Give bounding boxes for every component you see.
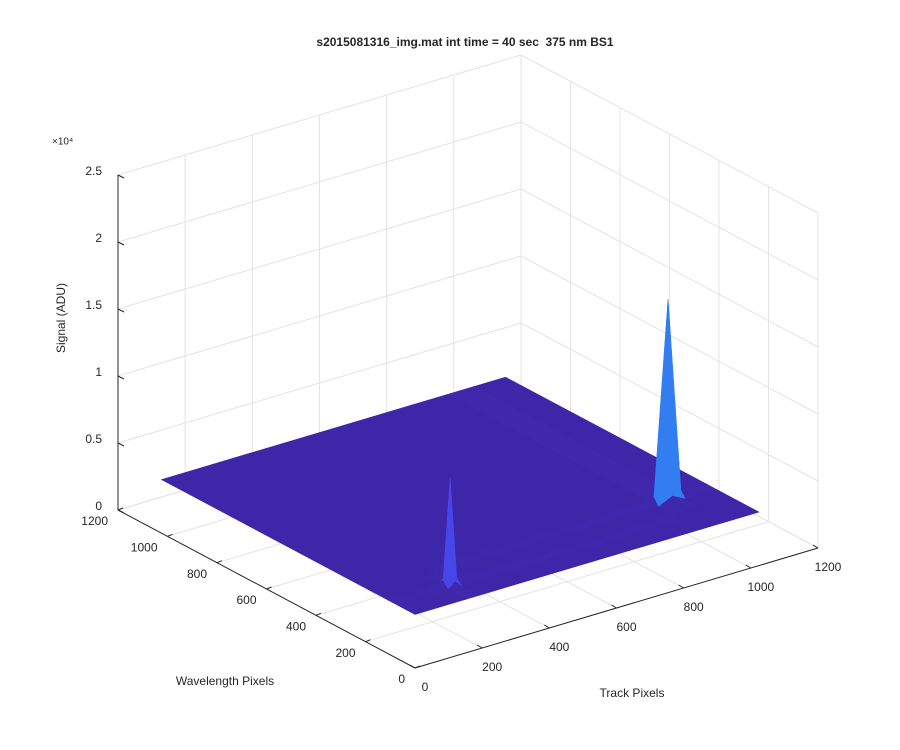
y-tick-label: 800 [187, 567, 207, 581]
grid-line [117, 54, 522, 176]
x-tick-label: 800 [684, 600, 704, 614]
y-axis-label: Wavelength Pixels [176, 674, 274, 688]
x-tick-label: 1200 [815, 560, 842, 574]
z-tick [117, 442, 125, 447]
surface-group [160, 299, 760, 615]
x-tick-label: 600 [616, 620, 636, 634]
z-tick-label: 0 [95, 499, 102, 513]
x-tick [544, 624, 550, 629]
y-tick [315, 612, 322, 616]
z-tick [117, 241, 125, 246]
z-tick-label: 2.5 [85, 164, 102, 178]
y-tick [266, 586, 272, 590]
x-tick-label: 1000 [747, 580, 774, 594]
axes-group: 0200400600800100012000200400600800100012… [81, 164, 841, 694]
z-tick-label: 0.5 [85, 432, 102, 446]
grid-line [117, 188, 522, 310]
x-tick [745, 564, 752, 569]
y-tick-label: 400 [286, 620, 306, 634]
y-tick [117, 507, 124, 511]
surface-patch [396, 589, 467, 615]
z-tick-label: 1.5 [85, 298, 102, 312]
z-tick-label: 1 [95, 365, 102, 379]
z-tick [117, 174, 125, 179]
x-tick [812, 544, 819, 549]
z-axis-label: Signal (ADU) [54, 283, 68, 353]
x-tick [476, 644, 483, 649]
x-tick-label: 0 [422, 680, 429, 694]
y-tick-label: 1200 [81, 514, 108, 528]
y-tick [365, 639, 371, 643]
z-tick [117, 308, 125, 313]
grid-line [365, 521, 769, 643]
x-tick [678, 584, 684, 589]
x-tick [611, 604, 617, 609]
grid-line [117, 121, 522, 243]
z-tick-label: 2 [95, 231, 102, 245]
y-tick-label: 600 [236, 593, 256, 607]
y-tick-label: 200 [335, 646, 355, 660]
y-tick [414, 665, 421, 669]
x-tick [409, 664, 416, 669]
x-axis-label: Track Pixels [600, 686, 665, 700]
grid-line [520, 54, 819, 214]
z-tick [117, 375, 125, 380]
grid-line [117, 255, 522, 377]
grid-line [520, 121, 819, 281]
y-tick [216, 560, 223, 564]
y-tick [167, 533, 173, 537]
x-tick-label: 200 [482, 660, 502, 674]
grid-line [117, 322, 522, 444]
grid-line [520, 188, 819, 348]
y-tick-label: 0 [398, 672, 405, 686]
z-exponent-label: ×10⁴ [52, 137, 73, 148]
y-tick-label: 1000 [131, 541, 158, 555]
chart-title: s2015081316_img.mat int time = 40 sec 37… [316, 35, 614, 49]
x-tick-label: 400 [549, 640, 569, 654]
z-tick [117, 509, 125, 514]
